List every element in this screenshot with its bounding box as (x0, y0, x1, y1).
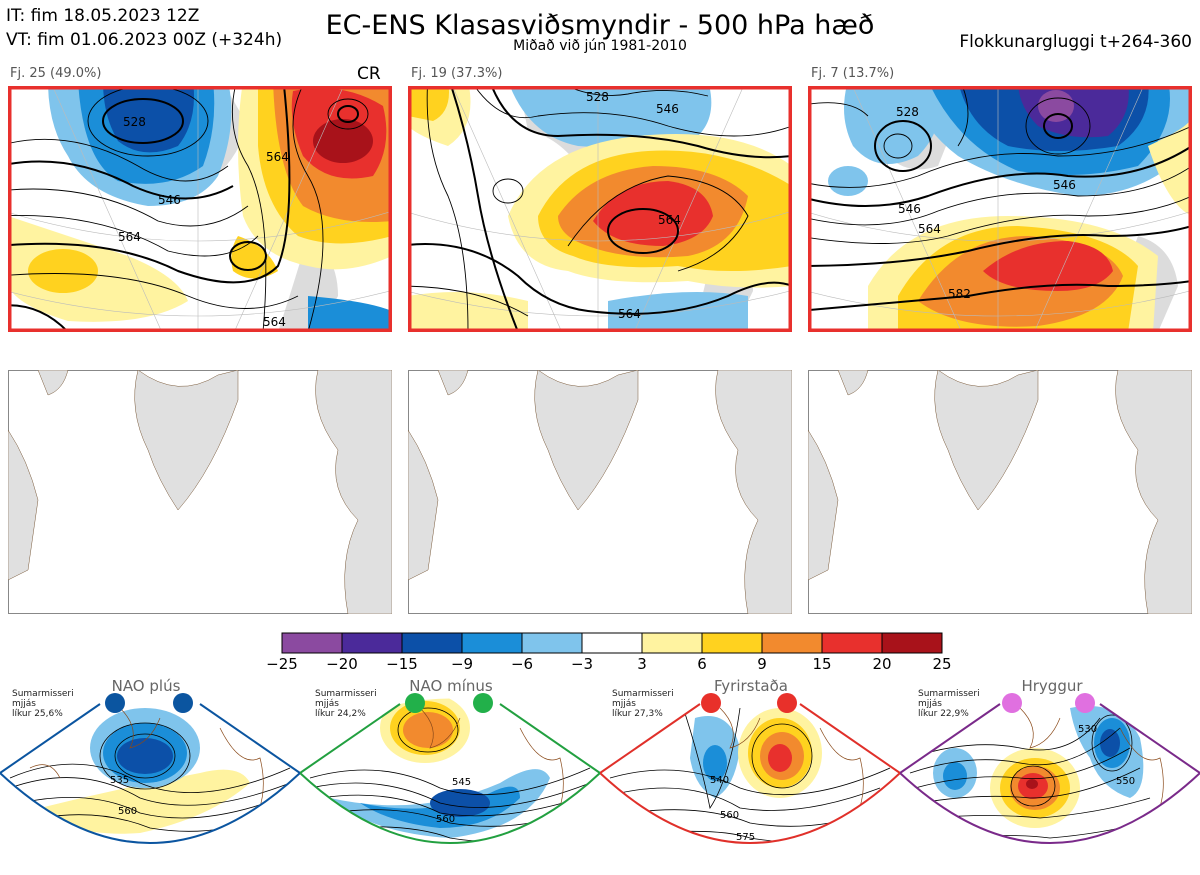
colorbar-swatch (821, 632, 883, 654)
blocking-contour-3: 575 (736, 832, 755, 843)
cluster-1-contour-3: 564 (118, 230, 141, 244)
ridge-contour-1: 530 (1078, 724, 1097, 735)
colorbar-swatch (641, 632, 703, 654)
cluster-2-contour-4: 528 (586, 90, 609, 104)
colorbar-tick-label: −25 (266, 655, 298, 673)
blocking-contour-1: 540 (710, 775, 729, 786)
cluster-1-contour-5: 564 (263, 315, 286, 329)
cluster-3-contour-3: 546 (1053, 178, 1076, 192)
nao-minus-contour-1: 545 (452, 777, 471, 788)
regime-1-stats: Sumarmisseri mjjás líkur 25,6% (12, 689, 74, 719)
colorbar-tick-label: 9 (757, 655, 767, 673)
regime-dot (473, 693, 493, 713)
blocking-contour-2: 560 (720, 810, 739, 821)
cluster-map-3: 528 546 546 564 582 (808, 86, 1192, 332)
cluster-2-contour-3: 564 (618, 307, 641, 321)
regime-dots (0, 688, 1200, 718)
page-subtitle: Miðað við jún 1981-2010 (513, 38, 687, 54)
regime-dot (173, 693, 193, 713)
nao-plus-contour-1: 535 (110, 775, 129, 786)
cluster-1-contour-4: 564 (266, 150, 289, 164)
empty-map-2 (408, 370, 792, 614)
colorbar (280, 632, 944, 658)
colorbar-tick-label: −9 (450, 655, 474, 673)
regime-dot (405, 693, 425, 713)
regime-nao-plus: 535 560 (0, 688, 302, 875)
cluster-3-contour-1: 528 (896, 105, 919, 119)
regime-dot (1002, 693, 1022, 713)
colorbar-swatch (761, 632, 823, 654)
cluster-1-tag: CR (357, 64, 381, 84)
colorbar-swatch (881, 632, 943, 654)
cluster-2-contour-1: 546 (656, 102, 679, 116)
colorbar-tick-label: 15 (812, 655, 832, 673)
cluster-1-contour-1: 528 (123, 115, 146, 129)
regime-1-name: NAO plús (111, 677, 181, 695)
ridge-contour-2: 550 (1116, 776, 1135, 787)
regime-3-name: Fyrirstaða (714, 677, 788, 695)
cluster-map-1: 528 546 564 564 564 (8, 86, 392, 332)
cluster-2-contour-2: 564 (658, 213, 681, 227)
nao-minus-contour-3: 575 (446, 850, 465, 861)
regime-dot (1075, 693, 1095, 713)
page-title: EC-ENS Klasasviðsmyndir - 500 hPa hæð (325, 10, 875, 41)
ridge-contour-3: 575 (1092, 840, 1111, 851)
colorbar-swatch (281, 632, 343, 654)
regime-dot (777, 693, 797, 713)
colorbar-tick-label: −15 (386, 655, 418, 673)
cluster-3-contour-5: 582 (948, 287, 971, 301)
empty-map-3 (808, 370, 1192, 614)
empty-map-1 (8, 370, 392, 614)
colorbar-swatch (701, 632, 763, 654)
colorbar-swatch (341, 632, 403, 654)
regime-4-name: Hryggur (1021, 677, 1083, 695)
colorbar-swatch (581, 632, 643, 654)
cluster-map-2: 546 564 564 528 (408, 86, 792, 332)
cluster-3-label: Fj. 7 (13.7%) (811, 66, 895, 81)
initial-time: IT: fim 18.05.2023 12Z (6, 6, 200, 26)
regime-dot (701, 693, 721, 713)
regime-4-stats: Sumarmisseri mjjás líkur 22,9% (918, 689, 980, 719)
colorbar-tick-label: 20 (872, 655, 892, 673)
regime-2-name: NAO mínus (409, 677, 493, 695)
colorbar-tick-label: 3 (637, 655, 647, 673)
colorbar-tick-label: −20 (326, 655, 358, 673)
nao-minus-contour-2: 560 (436, 814, 455, 825)
cluster-2-label: Fj. 19 (37.3%) (411, 66, 503, 81)
cluster-3-contour-4: 564 (918, 222, 941, 236)
nao-plus-contour-2: 560 (118, 806, 137, 817)
cluster-1-contour-2: 546 (158, 193, 181, 207)
cluster-window: Flokkunargluggi t+264-360 (959, 32, 1192, 52)
colorbar-swatch (401, 632, 463, 654)
colorbar-swatch (521, 632, 583, 654)
colorbar-tick-label: −6 (510, 655, 534, 673)
regime-2-stats: Sumarmisseri mjjás líkur 24,2% (315, 689, 377, 719)
regime-blocking: 540 560 575 (598, 688, 902, 875)
cluster-1-label: Fj. 25 (49.0%) (10, 66, 102, 81)
regime-3-stats: Sumarmisseri mjjás líkur 27,3% (612, 689, 674, 719)
valid-time: VT: fim 01.06.2023 00Z (+324h) (6, 30, 283, 50)
regime-dot (105, 693, 125, 713)
colorbar-swatch (461, 632, 523, 654)
colorbar-tick-label: −3 (570, 655, 594, 673)
regime-nao-minus: 545 560 575 (298, 688, 602, 875)
regime-ridge: 530 550 575 (898, 688, 1200, 875)
colorbar-tick-label: 25 (932, 655, 952, 673)
cluster-3-contour-2: 546 (898, 202, 921, 216)
colorbar-tick-label: 6 (697, 655, 707, 673)
